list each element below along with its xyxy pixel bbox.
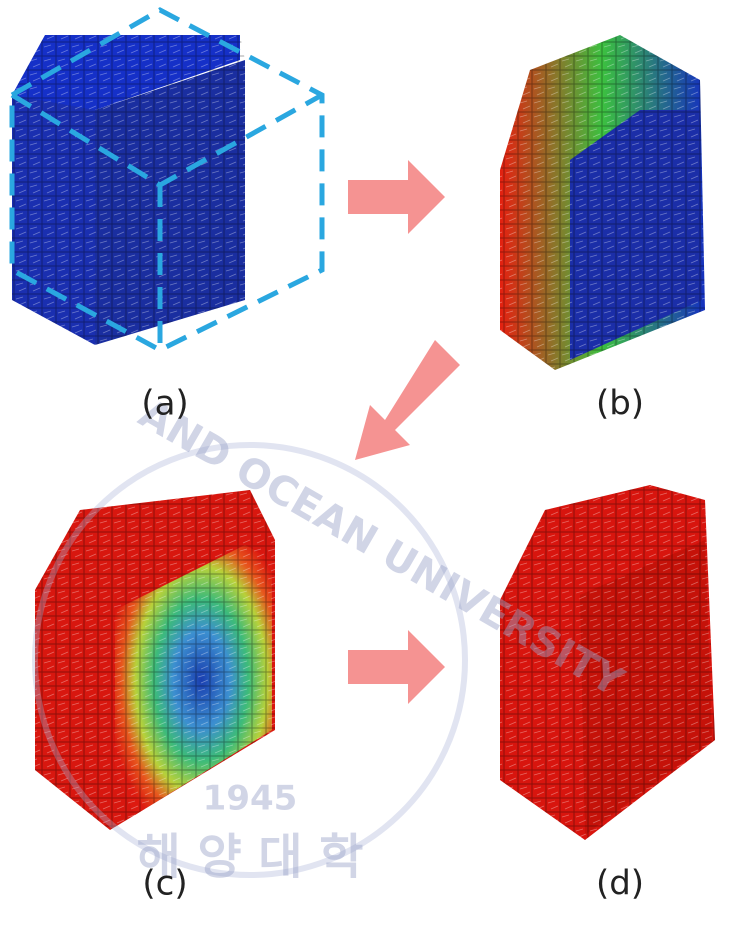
figure-canvas: AND OCEAN UNIVERSITY 1945 해 양 대 학 (a) (b… [0,0,743,929]
panel-b-block [500,35,705,370]
panel-label: (d) [596,864,644,904]
arrow-right [348,160,445,234]
figure: AND OCEAN UNIVERSITY 1945 해 양 대 학 (a) (b… [0,0,743,929]
watermark-year: 1945 [203,779,298,819]
panel-label: (a) [141,384,188,424]
panel-label: (c) [142,864,187,904]
arrow-down-left [355,340,460,460]
panel-label: (b) [596,384,644,424]
arrows [348,160,460,704]
panel-a-block [12,35,245,345]
arrow-right [348,630,445,704]
